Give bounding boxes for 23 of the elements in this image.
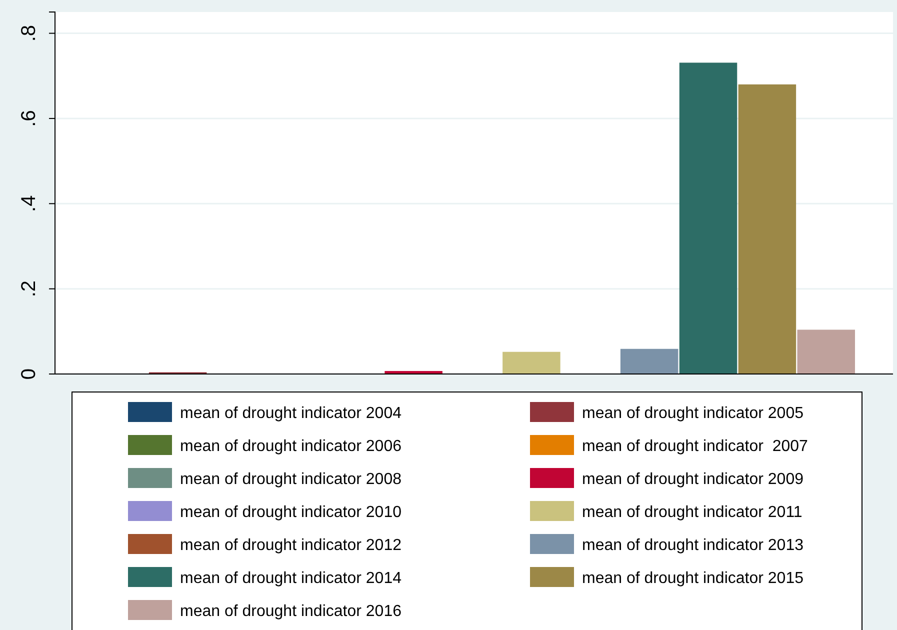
y-tick-label: .4 <box>18 195 40 212</box>
bar <box>738 84 796 374</box>
legend-label: mean of drought indicator 2007 <box>582 438 808 455</box>
y-tick-label: .2 <box>18 280 40 298</box>
bar <box>797 330 855 374</box>
legend-label: mean of drought indicator 2010 <box>180 504 402 521</box>
bar <box>679 62 738 374</box>
bar <box>502 352 560 374</box>
legend-label: mean of drought indicator 2012 <box>180 537 402 554</box>
bar <box>620 348 678 374</box>
legend-label: mean of drought indicator 2009 <box>582 471 804 488</box>
legend-label: mean of drought indicator 2016 <box>180 603 402 620</box>
legend-label: mean of drought indicator 2004 <box>180 405 402 422</box>
legend-label: mean of drought indicator 2006 <box>180 438 402 455</box>
y-tick-label: .8 <box>18 24 40 42</box>
legend-label: mean of drought indicator 2008 <box>180 471 402 488</box>
y-tick-label: .6 <box>18 110 40 127</box>
legend-label: mean of drought indicator 2011 <box>582 504 802 521</box>
legend-label: mean of drought indicator 2015 <box>582 570 804 587</box>
legend-label: mean of drought indicator 2013 <box>582 537 804 554</box>
legend-label: mean of drought indicator 2014 <box>180 570 402 587</box>
legend-label: mean of drought indicator 2005 <box>582 405 804 422</box>
y-tick-label: 0 <box>18 368 40 380</box>
